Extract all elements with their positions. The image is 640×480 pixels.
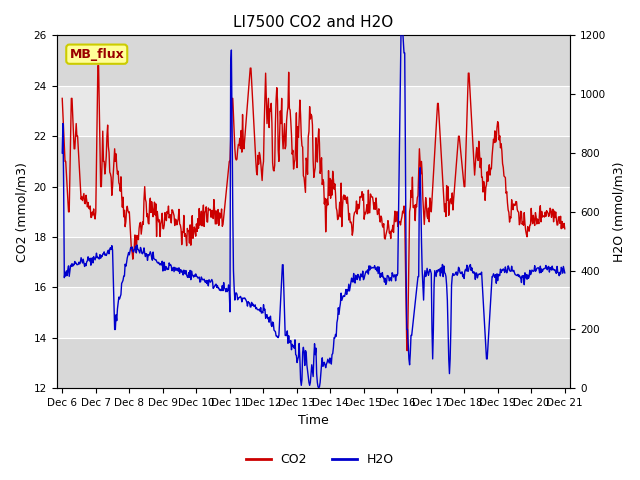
Bar — [56, 136, 570, 187]
Title: LI7500 CO2 and H2O: LI7500 CO2 and H2O — [234, 15, 394, 30]
Legend: CO2, H2O: CO2, H2O — [241, 448, 399, 471]
Bar — [56, 338, 570, 388]
Bar — [56, 86, 570, 136]
Text: MB_flux: MB_flux — [69, 48, 124, 60]
Y-axis label: CO2 (mmol/m3): CO2 (mmol/m3) — [15, 162, 28, 262]
Bar — [56, 187, 570, 237]
Bar — [56, 237, 570, 288]
X-axis label: Time: Time — [298, 414, 329, 427]
Bar — [56, 288, 570, 338]
Y-axis label: H2O (mmol/m3): H2O (mmol/m3) — [612, 162, 625, 262]
Bar — [56, 36, 570, 86]
